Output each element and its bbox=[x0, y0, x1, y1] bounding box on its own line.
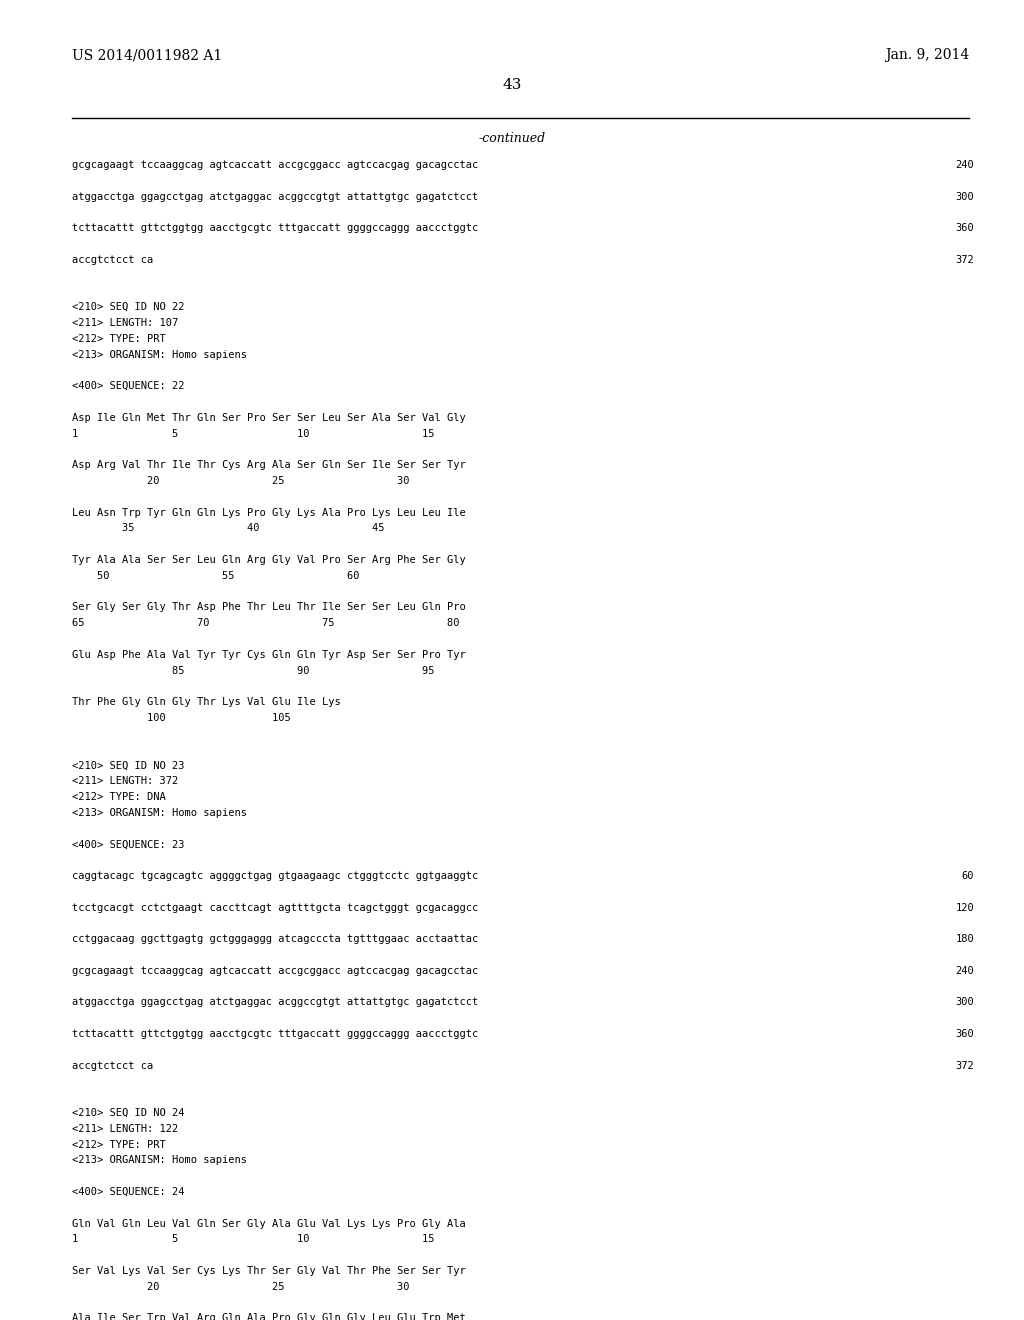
Text: accgtctcct ca: accgtctcct ca bbox=[72, 255, 154, 265]
Text: 372: 372 bbox=[955, 1060, 974, 1071]
Text: 240: 240 bbox=[955, 160, 974, 170]
Text: <212> TYPE: PRT: <212> TYPE: PRT bbox=[72, 1139, 166, 1150]
Text: tcctgcacgt cctctgaagt caccttcagt agttttgcta tcagctgggt gcgacaggcc: tcctgcacgt cctctgaagt caccttcagt agttttg… bbox=[72, 903, 478, 912]
Text: tcttacattt gttctggtgg aacctgcgtc tttgaccatt ggggccaggg aaccctggtc: tcttacattt gttctggtgg aacctgcgtc tttgacc… bbox=[72, 1030, 478, 1039]
Text: atggacctga ggagcctgag atctgaggac acggccgtgt attattgtgc gagatctcct: atggacctga ggagcctgag atctgaggac acggccg… bbox=[72, 998, 478, 1007]
Text: 20                  25                  30: 20 25 30 bbox=[72, 1282, 410, 1292]
Text: 20                  25                  30: 20 25 30 bbox=[72, 477, 410, 486]
Text: atggacctga ggagcctgag atctgaggac acggccgtgt attattgtgc gagatctcct: atggacctga ggagcctgag atctgaggac acggccg… bbox=[72, 191, 478, 202]
Text: Jan. 9, 2014: Jan. 9, 2014 bbox=[885, 48, 969, 62]
Text: Tyr Ala Ala Ser Ser Leu Gln Arg Gly Val Pro Ser Arg Phe Ser Gly: Tyr Ala Ala Ser Ser Leu Gln Arg Gly Val … bbox=[72, 554, 466, 565]
Text: <400> SEQUENCE: 24: <400> SEQUENCE: 24 bbox=[72, 1187, 184, 1197]
Text: <211> LENGTH: 122: <211> LENGTH: 122 bbox=[72, 1123, 178, 1134]
Text: gcgcagaagt tccaaggcag agtcaccatt accgcggacc agtccacgag gacagcctac: gcgcagaagt tccaaggcag agtcaccatt accgcgg… bbox=[72, 160, 478, 170]
Text: <213> ORGANISM: Homo sapiens: <213> ORGANISM: Homo sapiens bbox=[72, 1155, 247, 1166]
Text: 300: 300 bbox=[955, 998, 974, 1007]
Text: 360: 360 bbox=[955, 223, 974, 234]
Text: <400> SEQUENCE: 22: <400> SEQUENCE: 22 bbox=[72, 381, 184, 391]
Text: Glu Asp Phe Ala Val Tyr Tyr Cys Gln Gln Tyr Asp Ser Ser Pro Tyr: Glu Asp Phe Ala Val Tyr Tyr Cys Gln Gln … bbox=[72, 649, 466, 660]
Text: 300: 300 bbox=[955, 191, 974, 202]
Text: Asp Arg Val Thr Ile Thr Cys Arg Ala Ser Gln Ser Ile Ser Ser Tyr: Asp Arg Val Thr Ile Thr Cys Arg Ala Ser … bbox=[72, 461, 466, 470]
Text: Gln Val Gln Leu Val Gln Ser Gly Ala Glu Val Lys Lys Pro Gly Ala: Gln Val Gln Leu Val Gln Ser Gly Ala Glu … bbox=[72, 1218, 466, 1229]
Text: 1               5                   10                  15: 1 5 10 15 bbox=[72, 429, 434, 438]
Text: Ser Gly Ser Gly Thr Asp Phe Thr Leu Thr Ile Ser Ser Leu Gln Pro: Ser Gly Ser Gly Thr Asp Phe Thr Leu Thr … bbox=[72, 602, 466, 612]
Text: US 2014/0011982 A1: US 2014/0011982 A1 bbox=[72, 48, 222, 62]
Text: tcttacattt gttctggtgg aacctgcgtc tttgaccatt ggggccaggg aaccctggtc: tcttacattt gttctggtgg aacctgcgtc tttgacc… bbox=[72, 223, 478, 234]
Text: <213> ORGANISM: Homo sapiens: <213> ORGANISM: Homo sapiens bbox=[72, 808, 247, 818]
Text: Leu Asn Trp Tyr Gln Gln Lys Pro Gly Lys Ala Pro Lys Leu Leu Ile: Leu Asn Trp Tyr Gln Gln Lys Pro Gly Lys … bbox=[72, 508, 466, 517]
Text: 85                  90                  95: 85 90 95 bbox=[72, 665, 434, 676]
Text: 372: 372 bbox=[955, 255, 974, 265]
Text: <211> LENGTH: 107: <211> LENGTH: 107 bbox=[72, 318, 178, 327]
Text: 43: 43 bbox=[503, 78, 521, 92]
Text: 50                  55                  60: 50 55 60 bbox=[72, 570, 359, 581]
Text: 240: 240 bbox=[955, 966, 974, 975]
Text: 100                 105: 100 105 bbox=[72, 713, 291, 723]
Text: -continued: -continued bbox=[478, 132, 546, 144]
Text: <210> SEQ ID NO 23: <210> SEQ ID NO 23 bbox=[72, 760, 184, 771]
Text: 180: 180 bbox=[955, 935, 974, 944]
Text: Thr Phe Gly Gln Gly Thr Lys Val Glu Ile Lys: Thr Phe Gly Gln Gly Thr Lys Val Glu Ile … bbox=[72, 697, 341, 708]
Text: <212> TYPE: PRT: <212> TYPE: PRT bbox=[72, 334, 166, 343]
Text: Ala Ile Ser Trp Val Arg Gln Ala Pro Gly Gln Gly Leu Glu Trp Met: Ala Ile Ser Trp Val Arg Gln Ala Pro Gly … bbox=[72, 1313, 466, 1320]
Text: <213> ORGANISM: Homo sapiens: <213> ORGANISM: Homo sapiens bbox=[72, 350, 247, 359]
Text: 65                  70                  75                  80: 65 70 75 80 bbox=[72, 618, 460, 628]
Text: <212> TYPE: DNA: <212> TYPE: DNA bbox=[72, 792, 166, 803]
Text: 120: 120 bbox=[955, 903, 974, 912]
Text: <211> LENGTH: 372: <211> LENGTH: 372 bbox=[72, 776, 178, 787]
Text: 60: 60 bbox=[962, 871, 974, 880]
Text: 1               5                   10                  15: 1 5 10 15 bbox=[72, 1234, 434, 1245]
Text: 35                  40                  45: 35 40 45 bbox=[72, 524, 384, 533]
Text: cctggacaag ggcttgagtg gctgggaggg atcagcccta tgtttggaac acctaattac: cctggacaag ggcttgagtg gctgggaggg atcagcc… bbox=[72, 935, 478, 944]
Text: accgtctcct ca: accgtctcct ca bbox=[72, 1060, 154, 1071]
Text: Asp Ile Gln Met Thr Gln Ser Pro Ser Ser Leu Ser Ala Ser Val Gly: Asp Ile Gln Met Thr Gln Ser Pro Ser Ser … bbox=[72, 413, 466, 422]
Text: <400> SEQUENCE: 23: <400> SEQUENCE: 23 bbox=[72, 840, 184, 849]
Text: Ser Val Lys Val Ser Cys Lys Thr Ser Gly Val Thr Phe Ser Ser Tyr: Ser Val Lys Val Ser Cys Lys Thr Ser Gly … bbox=[72, 1266, 466, 1276]
Text: caggtacagc tgcagcagtc aggggctgag gtgaagaagc ctgggtcctc ggtgaaggtc: caggtacagc tgcagcagtc aggggctgag gtgaaga… bbox=[72, 871, 478, 880]
Text: <210> SEQ ID NO 22: <210> SEQ ID NO 22 bbox=[72, 302, 184, 313]
Text: gcgcagaagt tccaaggcag agtcaccatt accgcggacc agtccacgag gacagcctac: gcgcagaagt tccaaggcag agtcaccatt accgcgg… bbox=[72, 966, 478, 975]
Text: <210> SEQ ID NO 24: <210> SEQ ID NO 24 bbox=[72, 1107, 184, 1118]
Text: 360: 360 bbox=[955, 1030, 974, 1039]
